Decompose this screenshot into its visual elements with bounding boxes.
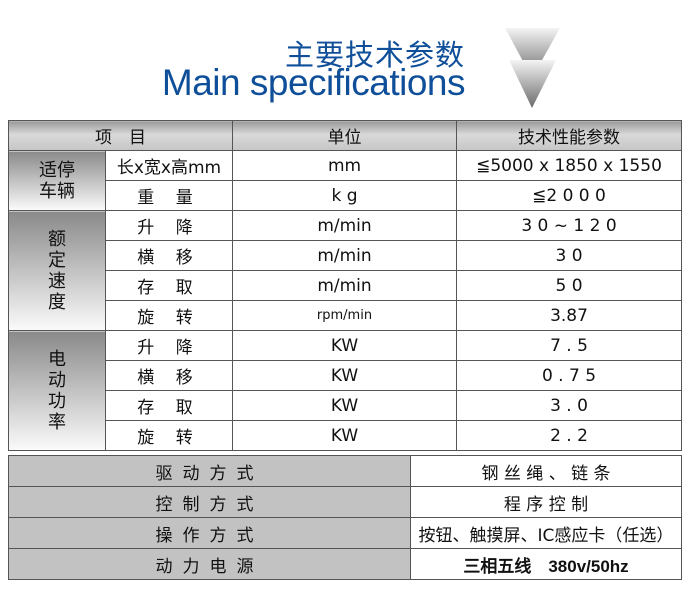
unit-cell: rpm/min <box>232 300 457 331</box>
group-label: 适停 车辆 <box>8 150 106 211</box>
item-cell: 升 降 <box>105 210 233 241</box>
table-row: 操作方式 按钮、触摸屏、IC感应卡（任选） <box>8 517 682 549</box>
column-header: 技术性能参数 <box>456 120 682 151</box>
unit-cell: KW <box>232 390 457 421</box>
value-cell: 7 . 5 <box>456 330 682 361</box>
value-cell: ≦2 0 0 0 <box>456 180 682 211</box>
unit-cell: KW <box>232 420 457 451</box>
spec-table: 项 目单位 技术性能参数 适停 车辆 长x宽x高mm mm ≦5000 x 1850 x … <box>8 120 682 451</box>
table-row: 电 动 功 率升 降 KW 7 . 5 <box>8 330 682 451</box>
value-cell: 0 . 7 5 <box>456 360 682 391</box>
table-row: 驱动方式钢 丝 绳 、 链 条 <box>8 455 682 487</box>
value-cell: 3 0 <box>456 240 682 271</box>
group-label: 电 动 功 率 <box>8 330 106 451</box>
unit-cell: m/min <box>232 210 457 241</box>
table-row: 旋 转 rpm/min 3.87 <box>9 300 682 331</box>
table-row: 动力电源 三相五线 380v/50hz <box>8 548 682 580</box>
item-cell: 存 取 <box>105 390 233 421</box>
value-cell: 钢 丝 绳 、 链 条 <box>410 455 682 487</box>
header-row: 项 目单位 技术性能参数 <box>8 120 682 151</box>
value-cell: 按钮、触摸屏、IC感应卡（任选） <box>410 517 682 549</box>
unit-cell: k g <box>232 180 457 211</box>
title-chinese: 主要技术参数 <box>284 38 465 72</box>
column-header: 单位 <box>232 120 457 151</box>
table-row: 存 取 KW 3 . 0 <box>9 390 682 421</box>
item-cell: 控制方式 <box>8 486 411 518</box>
unit-cell: KW <box>232 330 457 361</box>
table-row: 存 取 m/min 5 0 <box>9 270 682 301</box>
title-english: Main specifications <box>161 62 466 103</box>
column-header: 项 目 <box>8 120 233 151</box>
spec-table-bottom: 驱动方式钢 丝 绳 、 链 条控制方式程 序 控 制操作方式 按钮、触摸屏、IC感… <box>8 455 682 580</box>
item-cell: 驱动方式 <box>8 455 411 487</box>
item-cell: 横 移 <box>105 240 233 271</box>
item-cell: 操作方式 <box>8 517 411 549</box>
value-cell: 3 . 0 <box>456 390 682 421</box>
item-cell: 旋 转 <box>105 420 233 451</box>
table-row: 额 定 速 度升 降 m/min 3 0 ~ 1 2 0 <box>8 210 682 331</box>
item-cell: 横 移 <box>105 360 233 391</box>
value-cell: 程 序 控 制 <box>410 486 682 518</box>
chevron-down-icon <box>505 28 560 108</box>
value-cell: 5 0 <box>456 270 682 301</box>
item-cell: 升 降 <box>105 330 233 361</box>
value-cell: 2 . 2 <box>456 420 682 451</box>
table-row: 控制方式程 序 控 制 <box>8 486 682 518</box>
unit-cell: m/min <box>232 270 457 301</box>
item-cell: 动力电源 <box>8 548 411 580</box>
table-row: 旋 转 KW 2 . 2 <box>9 420 682 451</box>
unit-cell: mm <box>232 150 457 181</box>
item-cell: 存 取 <box>105 270 233 301</box>
table-row: 横 移 KW 0 . 7 5 <box>9 360 682 391</box>
value-cell: 三相五线 380v/50hz <box>410 548 682 580</box>
table-row: 横 移 m/min 3 0 <box>9 240 682 271</box>
table-row: 适停 车辆 长x宽x高mm mm ≦5000 x 1850 x 1550 <box>8 150 682 211</box>
value-cell: 3.87 <box>456 300 682 331</box>
item-cell: 长x宽x高mm <box>105 150 233 181</box>
unit-cell: KW <box>232 360 457 391</box>
value-cell: 3 0 ~ 1 2 0 <box>456 210 682 241</box>
group-label: 额 定 速 度 <box>8 210 106 331</box>
item-cell: 旋 转 <box>105 300 233 331</box>
item-cell: 重 量 <box>105 180 233 211</box>
unit-cell: m/min <box>232 240 457 271</box>
value-cell: ≦5000 x 1850 x 1550 <box>456 150 682 181</box>
